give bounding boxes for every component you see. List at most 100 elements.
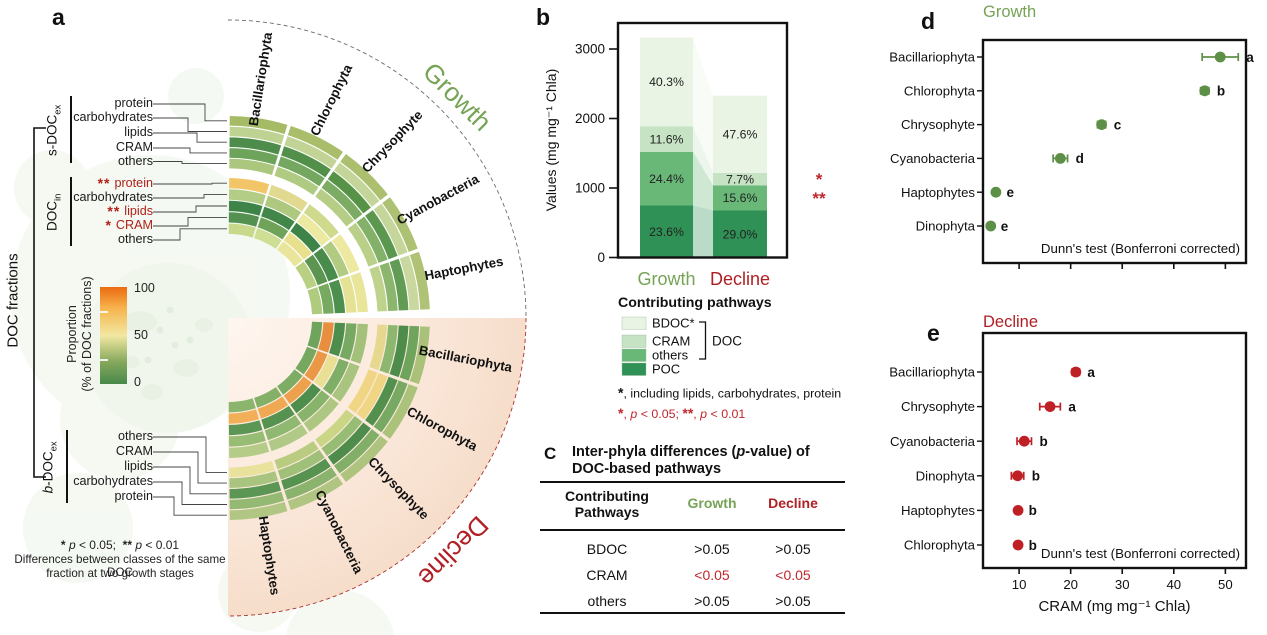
panel-label-d: d (921, 8, 936, 34)
ring-growth-s-DOCex-carbohydrates (334, 162, 380, 207)
doc-fractions-bracket (33, 127, 46, 478)
ring-decline-DOCin-CRAM (264, 415, 302, 441)
category-label: Chlorophyta (904, 83, 976, 98)
category-label: Chrysophyte (901, 117, 975, 132)
dunn-test-letter: a (1246, 50, 1254, 65)
plot-frame (981, 331, 1248, 570)
bar-significance-marker: ** (812, 189, 826, 208)
ring-decline-b-DOCex-others (315, 409, 354, 448)
ring-growth-DOCin-lipids (313, 248, 339, 282)
fraction-class-label: ** lipids (0, 204, 153, 219)
bar-decline-POC (713, 210, 767, 258)
ring-growth-s-DOCex-others (229, 158, 275, 175)
ring-decline-b-DOCex-others (229, 461, 275, 478)
x-axis-label: CRAM (mg mg⁻¹ Chla) (1038, 598, 1190, 615)
ring-growth-s-DOCex-others (274, 166, 319, 195)
ring-growth-s-DOCex-protein (382, 197, 418, 252)
scatter-title: Decline (983, 313, 1038, 331)
ring-decline-b-DOCex-protein (287, 476, 343, 510)
ring-decline-DOCin-lipids (329, 322, 346, 357)
ring-growth-s-DOCex-lipids (365, 210, 398, 260)
fraction-group-label: DOCin (44, 193, 64, 232)
significance-asterisk: * (105, 217, 112, 233)
ring-growth-DOCin-CRAM (257, 217, 289, 240)
ring-decline-b-DOCex-CRAM (321, 416, 363, 456)
table-title-line2: DOC-based pathways (572, 461, 722, 477)
fraction-class-label: protein (0, 489, 153, 504)
ring-decline-DOCin-protein (283, 376, 312, 404)
ring-decline-b-DOCex-carbohydrates (399, 325, 420, 381)
ring-decline-DOCin-protein (304, 350, 328, 382)
ring-decline-b-DOCex-lipids (281, 458, 331, 490)
table-cell: >0.05 (775, 593, 811, 609)
significance-asterisk: ** (107, 203, 121, 219)
x-tick-label: 10 (1012, 577, 1027, 592)
data-point (1018, 435, 1030, 447)
ring-growth-s-DOCex-carbohydrates (229, 126, 285, 145)
fraction-group-label: b-DOCex (40, 441, 60, 494)
x-tick-label: 20 (1063, 577, 1078, 592)
dunn-test-letter: b (1029, 538, 1037, 553)
ring-decline-b-DOCex-lipids (327, 422, 371, 465)
dunn-test-letter: b (1029, 503, 1037, 518)
dunn-test-note: Dunn's test (Bonferroni corrected) (1041, 241, 1240, 256)
data-point (1096, 119, 1108, 130)
table-header-decline: Decline (768, 495, 818, 511)
circular-heatmap-annotations: protein carbohydrates lipids CRAM others s-DO… (0, 0, 530, 635)
category-label: Haptophytes (901, 503, 975, 518)
panel-label-a: a (52, 4, 65, 30)
fraction-class-label: carbohydrates (0, 190, 153, 205)
x-tick-label: 30 (1115, 577, 1130, 592)
class-name: carbohydrates (73, 190, 153, 204)
segment-percentage: 29.0% (723, 227, 758, 241)
ring-growth-s-DOCex-others (315, 188, 354, 227)
significance-footnote: * p < 0.05; ** p < 0.01 (60, 538, 180, 552)
data-point (1054, 153, 1066, 164)
ring-decline-DOCin-CRAM (297, 390, 330, 423)
leader-line (153, 451, 227, 484)
bar-decline-BDOC* (713, 95, 767, 173)
ring-decline-b-DOCex-carbohydrates (334, 429, 380, 474)
ring-decline-b-DOCex-protein (382, 384, 418, 439)
dunn-test-letter: c (1114, 117, 1122, 132)
colorbar-tick-label: 50 (134, 328, 148, 342)
class-name: CRAM (115, 218, 153, 232)
ring-decline-DOCin-carbohydrates (228, 398, 256, 413)
fraction-class-label: lipids (0, 125, 153, 140)
ring-growth-s-DOCex-CRAM (379, 262, 398, 311)
table-cell-significant: <0.05 (694, 567, 730, 583)
ring-decline-b-DOCex-others (369, 324, 387, 371)
legend-entry-label: CRAM (652, 334, 690, 349)
ring-decline-DOCin-carbohydrates (254, 387, 282, 408)
ring-decline-DOCin-others (303, 397, 339, 432)
ring-growth-DOCin-others (228, 223, 256, 238)
y-tick-label: 1000 (575, 181, 605, 196)
ring-decline-DOCin-others (268, 424, 308, 452)
legend-swatch (621, 316, 647, 330)
ring-growth-DOCin-CRAM (318, 283, 334, 314)
ring-growth-DOCin-carbohydrates (297, 213, 330, 246)
data-point (1012, 505, 1024, 516)
flow-connector (693, 205, 713, 258)
leader-line (153, 194, 227, 199)
ring-decline-b-DOCex-CRAM (229, 471, 278, 488)
fraction-class-label: lipids (0, 459, 153, 474)
inter-phyla-table: C Inter-phyla differences (p-value) of D… (540, 444, 850, 624)
leader-line (153, 216, 227, 227)
y-tick-label: 3000 (575, 42, 605, 57)
ring-decline-b-DOCex-carbohydrates (229, 491, 285, 510)
ring-growth-DOCin-lipids (228, 200, 263, 216)
dunn-test-letter: a (1068, 399, 1076, 414)
segment-percentage: 40.3% (649, 75, 684, 89)
ring-decline-b-DOCex-lipids (229, 481, 282, 499)
fraction-class-label: others (0, 232, 153, 247)
ring-decline-DOCin-CRAM (322, 358, 349, 395)
class-name: carbohydrates (73, 110, 153, 124)
segment-percentage: 15.6% (723, 191, 758, 205)
ring-growth-s-DOCex-CRAM (229, 148, 278, 165)
ring-decline-DOCin-lipids (261, 405, 295, 430)
ring-decline-b-DOCex-others (347, 369, 378, 414)
category-label: Dinophyta (916, 468, 976, 483)
